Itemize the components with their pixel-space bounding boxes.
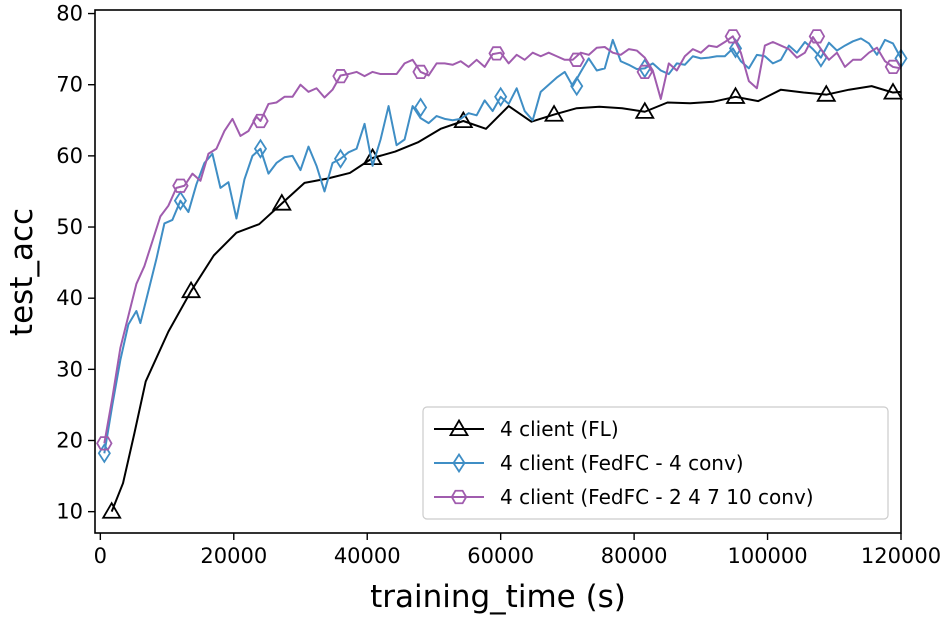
series-3 (96, 29, 902, 451)
series-line (103, 37, 902, 454)
series-layer (96, 29, 908, 519)
y-tick-label: 10 (56, 500, 83, 524)
data-point-marker (728, 38, 743, 59)
legend-label: 4 client (FedFC - 4 conv) (500, 451, 744, 475)
data-point-marker (172, 178, 189, 193)
data-point-marker (570, 75, 584, 97)
x-axis-title: training_time (s) (370, 579, 626, 615)
data-point-marker (252, 113, 269, 129)
data-point-marker (173, 190, 187, 211)
data-point-marker (96, 436, 113, 451)
data-point-marker (333, 148, 348, 169)
data-point-marker (816, 84, 837, 102)
x-tick-label: 0 (94, 544, 107, 568)
y-tick-label: 50 (56, 215, 83, 239)
y-axis-title: test_acc (4, 208, 40, 336)
data-point-marker (543, 104, 565, 122)
legend-box (422, 406, 889, 520)
legend-swatch-marker (448, 418, 470, 437)
legend-swatch-marker (452, 452, 466, 474)
data-point-marker (636, 64, 654, 80)
legend: 4 client (FL) 4 client (FedFC - 4 conv) 4 … (422, 406, 889, 520)
x-tick-label: 40000 (334, 544, 401, 568)
y-tick-label: 20 (56, 428, 83, 452)
data-point-marker (412, 64, 429, 80)
x-tick-label: 100000 (727, 544, 807, 568)
x-tick-label: 120000 (861, 544, 941, 568)
data-point-marker (271, 193, 292, 211)
data-point-marker (882, 82, 904, 100)
data-point-marker (884, 59, 902, 75)
x-tick-label: 60000 (467, 544, 534, 568)
y-tick-label: 30 (56, 357, 83, 381)
series-line (103, 35, 902, 444)
legend-label: 4 client (FL) (500, 417, 619, 441)
series-line (110, 85, 902, 513)
data-point-marker (488, 46, 505, 61)
data-point-marker (181, 280, 202, 299)
data-point-marker (332, 69, 349, 84)
series-1 (101, 82, 904, 519)
data-point-marker (725, 86, 746, 104)
y-tick-label: 40 (56, 286, 83, 310)
data-point-marker (808, 29, 826, 44)
axis-layer: 0 20000 40000 60000 80000 100000 120000 10 20 30 4… (56, 2, 941, 568)
data-point-marker (253, 138, 268, 159)
data-point-marker (568, 52, 585, 67)
plot-frame (94, 9, 902, 534)
y-tick-label: 80 (56, 2, 83, 26)
legend-swatch-marker (450, 489, 468, 505)
data-point-marker (724, 29, 742, 44)
data-point-marker (634, 101, 655, 119)
data-point-marker (101, 501, 122, 519)
x-tick-label: 20000 (200, 544, 267, 568)
data-point-marker (414, 97, 428, 118)
data-point-marker (494, 86, 508, 107)
x-tick-label: 80000 (601, 544, 668, 568)
y-tick-label: 60 (56, 144, 83, 168)
y-tick-label: 70 (56, 73, 83, 97)
legend-label: 4 client (FedFC - 2 4 7 10 conv) (500, 485, 814, 509)
